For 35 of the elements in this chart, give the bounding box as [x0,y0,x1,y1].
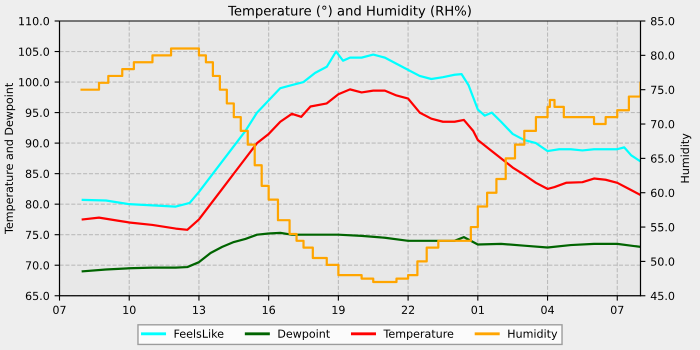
y2-tick-label: 75.0 [651,86,674,94]
y2-tick-label: 60.0 [651,188,674,198]
legend-label: Temperature [383,330,454,340]
y2-tick-label: 65.0 [651,154,674,163]
y2-tick-label: 55.0 [651,223,674,232]
y2-tick-label: 70.0 [651,120,674,128]
legend-label: Humidity [508,329,558,340]
x-tick-label: 13 [193,306,206,314]
y2-tick-label: 50.0 [651,257,674,266]
y-tick-label: 105.0 [19,48,50,56]
y2-tick-label: 80.0 [650,51,674,60]
y2-tick-label: 45.0 [650,292,674,300]
x-tick-label: 04 [541,306,554,314]
legend-label: Dewpoint [278,329,330,340]
x-tick-label: 07 [53,306,66,314]
y-axis-title: Temperature and Dewpoint [4,83,16,234]
y-tick-label: 110.0 [19,16,50,26]
x-tick-label: 19 [332,306,345,314]
chart-title: Temperature (°) and Humidity (RH%) [228,5,471,18]
y-tick-label: 95.0 [26,108,50,117]
y-tick-label: 90.0 [26,139,50,148]
x-tick-label: 07 [610,306,624,314]
y-tick-label: 85.0 [26,170,50,178]
y2-tick-label: 85.0 [650,16,674,26]
legend-label: FeelsLike [174,329,224,338]
x-tick-label: 22 [402,306,414,314]
x-tick-label: 10 [123,306,136,314]
x-tick-label: 16 [262,306,276,314]
x-tick-label: 01 [471,306,484,314]
y-tick-label: 100.0 [19,78,50,86]
y-tick-label: 65.0 [26,292,50,300]
y-tick-label: 75.0 [26,230,50,240]
y2-axis-title: Humidity [680,134,692,182]
y-tick-label: 80.0 [26,200,50,209]
y-tick-label: 70.0 [26,261,50,270]
